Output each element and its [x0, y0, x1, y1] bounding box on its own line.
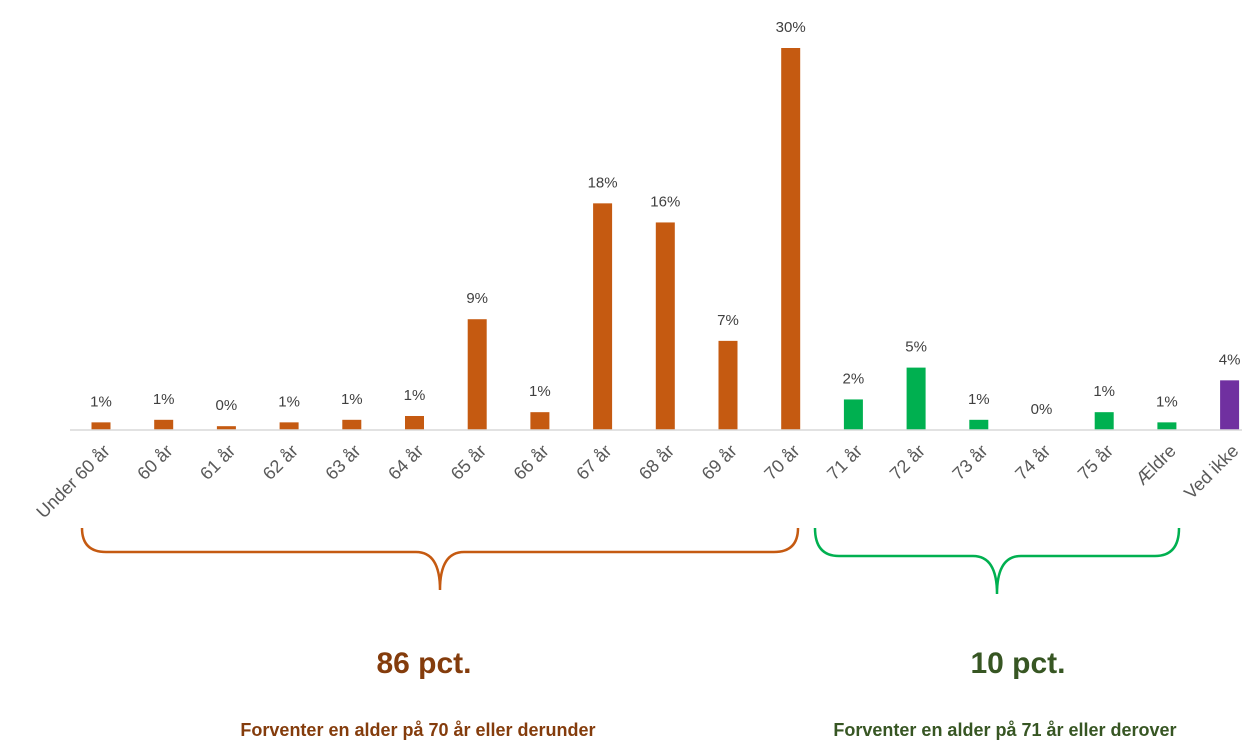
- right-summary-percentage: 10 pct.: [970, 647, 1065, 680]
- left-summary-description: Forventer en alder på 70 år eller derund…: [240, 720, 595, 740]
- category-label: 70 år: [760, 441, 803, 484]
- bar: [342, 419, 362, 430]
- category-label: 74 år: [1011, 441, 1054, 484]
- bar: [781, 48, 801, 430]
- category-label: 73 år: [948, 441, 991, 484]
- bars-group: [91, 48, 1240, 430]
- category-label: Under 60 år: [32, 441, 113, 522]
- value-label: 5%: [905, 339, 927, 356]
- bar: [1094, 412, 1114, 430]
- category-label: 60 år: [133, 441, 176, 484]
- value-label: 7%: [717, 312, 739, 329]
- right-group-brace: [813, 527, 1181, 595]
- category-label: 67 år: [572, 441, 615, 484]
- bar: [718, 340, 738, 430]
- right-summary-description: Forventer en alder på 71 år eller derove…: [833, 720, 1176, 740]
- bar: [1220, 380, 1240, 430]
- category-label: 72 år: [886, 441, 929, 484]
- value-label: 9%: [466, 290, 488, 307]
- bar: [1157, 422, 1177, 430]
- bar: [405, 415, 424, 430]
- value-label: 1%: [278, 393, 300, 410]
- category-label: 69 år: [698, 441, 741, 484]
- bar: [906, 367, 926, 430]
- value-label: 1%: [1156, 393, 1178, 410]
- bar: [843, 399, 863, 430]
- left-summary-percentage: 86 pct.: [376, 647, 471, 680]
- category-label: 63 år: [321, 441, 364, 484]
- bar: [91, 422, 111, 430]
- category-labels-group: Under 60 år 60 år 61 år 62 år 63 år 64 år 65 å…: [32, 441, 1242, 522]
- value-label: 1%: [341, 391, 363, 408]
- category-label: 64 år: [384, 441, 427, 484]
- category-label: 71 år: [823, 441, 866, 484]
- value-labels-group: 1% 1% 0% 1% 1% 1% 9% 1% 18% 16% 7% 30% 2% 5% 1% 0% 1% 1% 4…: [90, 19, 1240, 418]
- category-label: 65 år: [447, 441, 490, 484]
- bar: [969, 419, 989, 430]
- bar: [593, 203, 613, 430]
- category-label: 62 år: [259, 441, 302, 484]
- bar: [154, 419, 174, 430]
- value-label: 18%: [588, 174, 618, 191]
- category-label: 66 år: [510, 441, 553, 484]
- value-label: 1%: [1093, 383, 1115, 400]
- value-label: 4%: [1219, 351, 1241, 368]
- category-label: Ved ikke: [1180, 441, 1242, 503]
- value-label: 0%: [216, 397, 238, 414]
- left-group-brace: [80, 527, 800, 591]
- bar: [216, 426, 236, 430]
- bar: [279, 422, 299, 430]
- bar: [530, 412, 550, 430]
- value-label: 0%: [1031, 401, 1053, 418]
- value-label: 30%: [776, 19, 806, 36]
- value-label: 1%: [529, 383, 551, 400]
- value-label: 1%: [968, 391, 990, 408]
- value-label: 16%: [650, 193, 680, 210]
- value-label: 1%: [153, 391, 175, 408]
- category-label: Ældre: [1132, 441, 1180, 489]
- value-label: 2%: [843, 370, 865, 387]
- category-label: 68 år: [635, 441, 678, 484]
- category-label: 75 år: [1074, 441, 1117, 484]
- bar: [655, 222, 675, 430]
- category-label: 61 år: [196, 441, 239, 484]
- bar: [467, 319, 487, 430]
- value-label: 1%: [90, 393, 112, 410]
- value-label: 1%: [404, 387, 426, 404]
